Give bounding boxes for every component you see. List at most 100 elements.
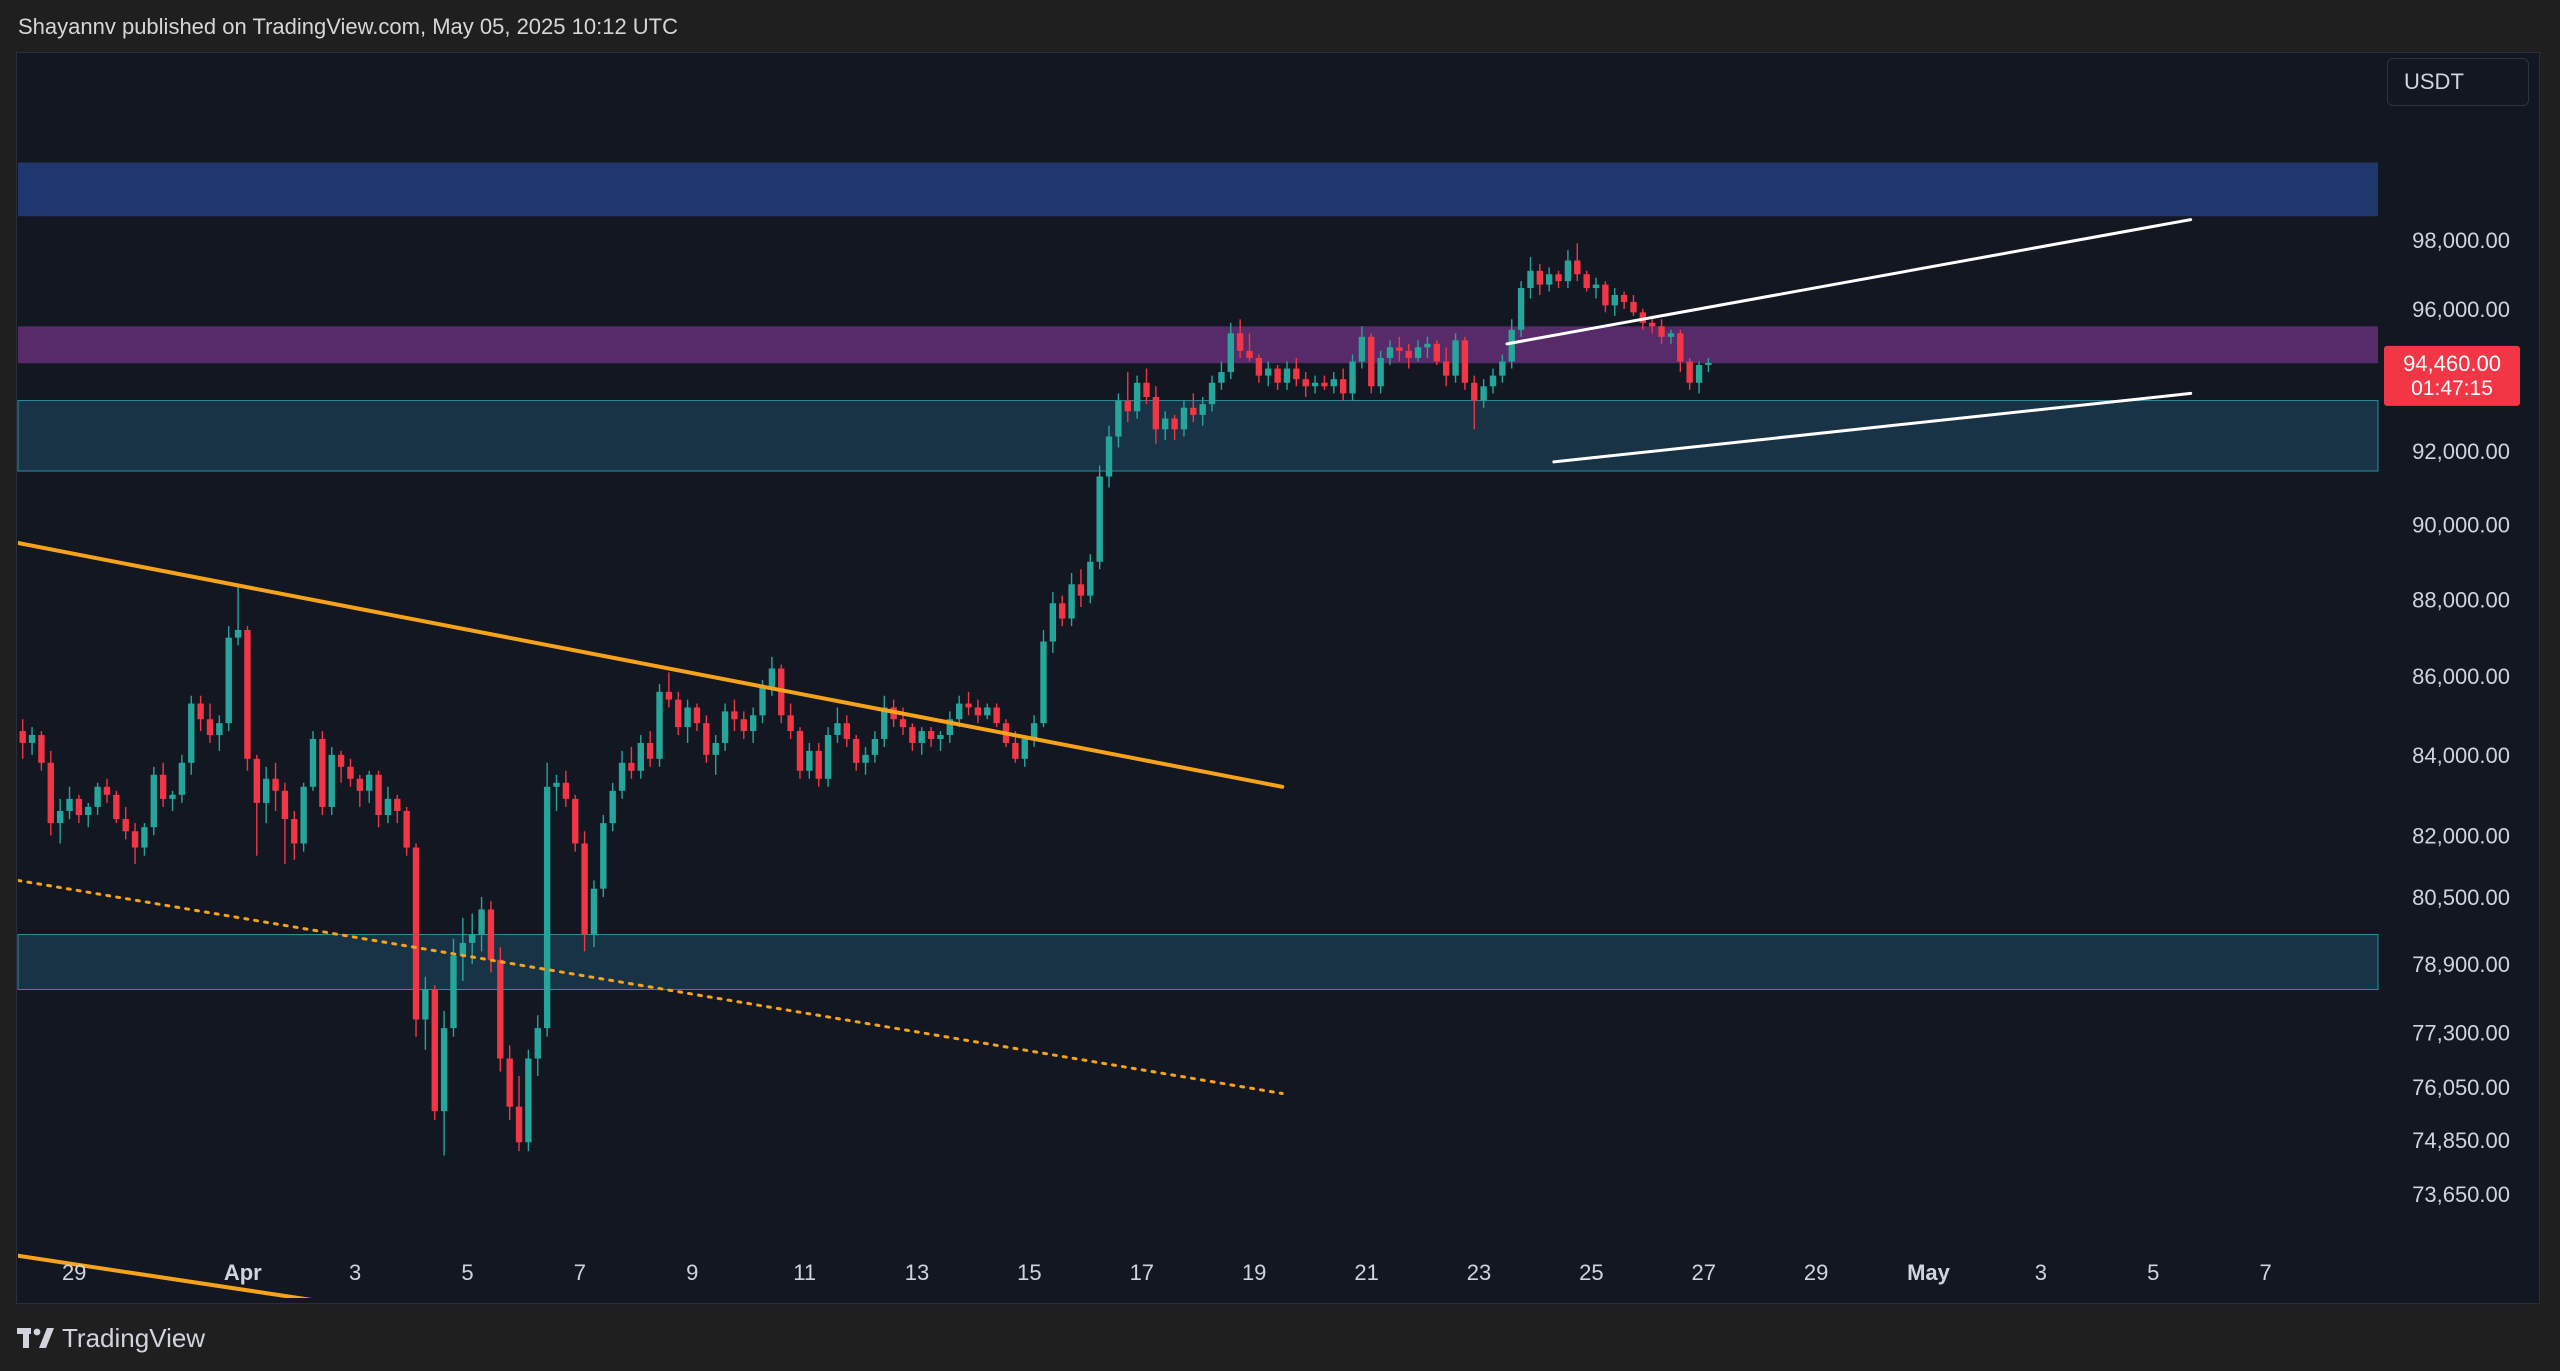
candle-body: [478, 909, 485, 935]
candle-body: [1339, 379, 1347, 394]
candle-body: [497, 959, 504, 1059]
candle-body: [974, 707, 982, 716]
candle-body: [1667, 333, 1675, 337]
y-axis-tick-label: 73,650.00: [2412, 1182, 2510, 1207]
candle-body: [1293, 368, 1300, 380]
candle-body: [965, 703, 972, 708]
candle-body: [628, 762, 635, 771]
publish-attribution: Shayannv published on TradingView.com, M…: [18, 14, 678, 39]
y-axis-tick-label: 77,300.00: [2412, 1020, 2510, 1045]
candle-body: [1649, 322, 1656, 327]
candle-body: [1677, 333, 1684, 362]
candle-body: [984, 707, 991, 716]
x-axis-tick-label: 3: [349, 1260, 361, 1285]
x-axis-tick-label: Apr: [224, 1260, 262, 1285]
currency-selector-button[interactable]: USDT: [2387, 58, 2529, 106]
candle-body: [1030, 723, 1038, 739]
y-axis-tick-label: 96,000.00: [2412, 297, 2510, 322]
y-axis-tick-label: 78,900.00: [2412, 952, 2510, 977]
candle-body: [253, 758, 260, 803]
candle-body: [656, 691, 663, 759]
candle-body: [834, 723, 841, 736]
candle-body: [1489, 375, 1497, 387]
candle-body: [1283, 368, 1291, 383]
current-price-badge: [2384, 345, 2520, 406]
footer-brand[interactable]: TradingView: [16, 1316, 205, 1360]
candle-body: [244, 629, 251, 759]
candle-body: [609, 790, 616, 824]
candle-body: [188, 703, 195, 763]
candle-body: [412, 847, 420, 1020]
candle-body: [103, 786, 111, 795]
y-axis-tick-label: 84,000.00: [2412, 743, 2510, 768]
trendline-1: [18, 541, 1285, 789]
y-axis-tick-label: 88,000.00: [2412, 587, 2510, 612]
candle-body: [1265, 368, 1272, 376]
candle-body: [1452, 340, 1459, 376]
candle-body: [534, 1028, 541, 1059]
candle-body: [731, 711, 738, 720]
trendline-3: [18, 878, 1284, 1095]
candle-body: [909, 727, 916, 743]
candle-body: [56, 810, 64, 824]
candle-body: [281, 790, 289, 820]
candle-body: [1574, 260, 1581, 275]
candle-body: [927, 731, 935, 739]
candle-body: [1040, 641, 1047, 724]
candle-body: [852, 738, 860, 763]
candle-body: [1396, 347, 1403, 351]
candle-body: [19, 731, 26, 743]
footer-brand-label: TradingView: [62, 1322, 206, 1353]
candle-body: [637, 742, 644, 771]
candle-body: [1208, 382, 1216, 405]
candle-body: [712, 742, 719, 755]
price-zone-3: [17, 400, 2379, 472]
candle-body: [1321, 382, 1328, 387]
candle-body: [366, 774, 373, 791]
candle-body: [1461, 340, 1469, 383]
candle-body: [1143, 382, 1150, 397]
candle-body: [1358, 336, 1366, 362]
candle-body: [956, 703, 963, 720]
candle-body: [262, 778, 270, 803]
candle-body: [375, 774, 382, 816]
candle-body: [113, 794, 120, 820]
candle-body: [1059, 603, 1066, 619]
y-axis-tick-label: 80,500.00: [2412, 885, 2510, 910]
candle-body: [1115, 400, 1122, 437]
candle-body: [1190, 407, 1197, 415]
candle-body: [675, 699, 682, 728]
candle-body: [581, 843, 588, 935]
tradingview-logo-icon: [17, 1328, 54, 1348]
candle-body: [1302, 379, 1309, 387]
candle-body: [1611, 294, 1618, 306]
candle-body: [150, 774, 157, 828]
y-axis-tick-label: 74,850.00: [2412, 1128, 2510, 1153]
candle-body: [1695, 364, 1703, 383]
candle-body: [337, 754, 345, 767]
x-axis-tick-label: 27: [1691, 1260, 1715, 1285]
candle-body: [1583, 274, 1590, 289]
candle-body: [197, 703, 204, 720]
candle-body: [459, 942, 467, 956]
price-zone-2: [18, 326, 2378, 364]
candle-body: [1592, 284, 1600, 289]
candle-body: [1705, 362, 1712, 365]
x-axis-tick-label: 9: [686, 1260, 698, 1285]
candle-body: [431, 989, 438, 1112]
price-zone-4: [17, 934, 2379, 991]
x-axis-tick-label: 13: [905, 1260, 929, 1285]
candle-body: [749, 715, 757, 732]
candle-body: [562, 782, 570, 799]
candle-body: [543, 786, 551, 1029]
x-axis-tick-label: 19: [1242, 1260, 1266, 1285]
candle-body: [291, 819, 298, 844]
candle-body: [450, 955, 457, 1029]
candle-body: [1246, 350, 1253, 358]
x-axis-tick-label: 17: [1130, 1260, 1154, 1285]
y-axis-tick-label: 82,000.00: [2412, 823, 2510, 848]
candle-body: [553, 782, 560, 787]
candle-body: [1171, 418, 1178, 430]
candle-body: [1480, 386, 1487, 401]
